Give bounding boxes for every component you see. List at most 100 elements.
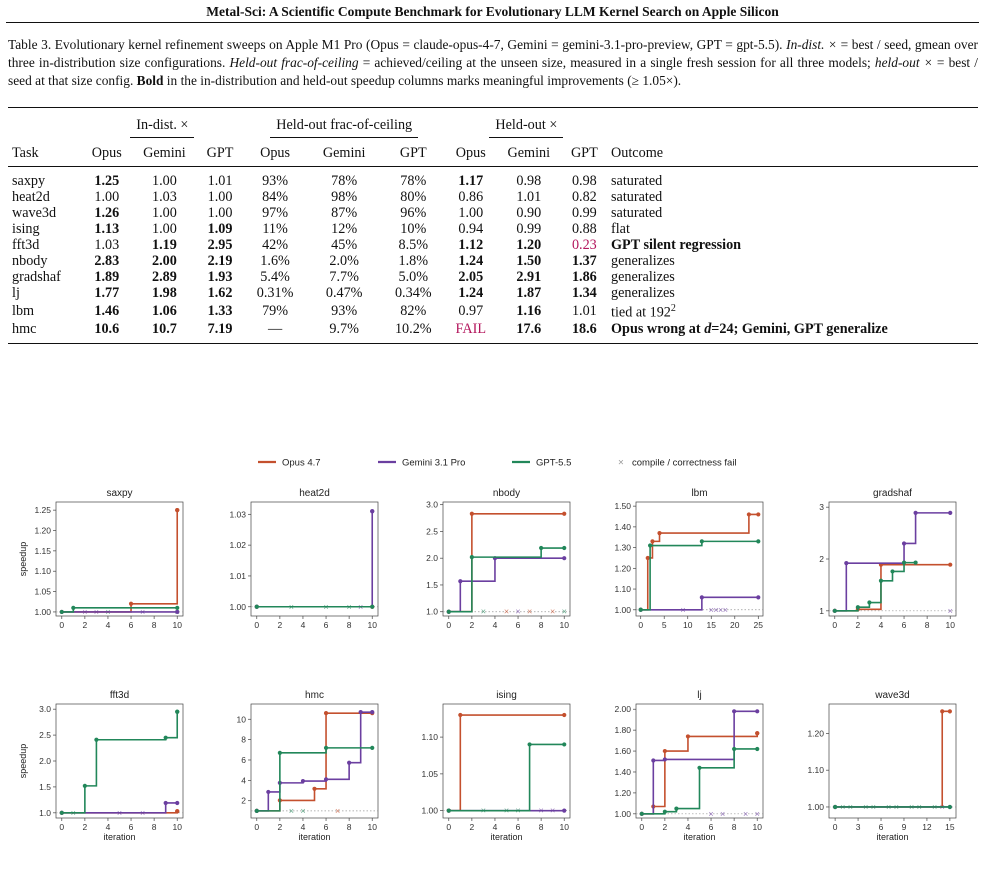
outcome-text: saturated [611,205,663,221]
series-point-gemini [844,561,849,566]
y-tick-label: 1.50 [614,501,631,511]
plot-frame [635,501,764,617]
x-tick-label: 6 [516,822,521,832]
table-group-header: In-dist. × Held-out frac-of-ceiling Held… [8,107,978,143]
x-tick-label: 5 [662,620,667,630]
series-point-gpt [662,809,667,814]
x-tick-label: 8 [347,620,352,630]
fail-marker-gemini: × [713,605,718,615]
table-row: fft3d 1.03 1.19 2.95 42% 45% 8.5% 1.12 1.20 0.23 G… [8,237,978,253]
series-point-gpt [638,607,643,612]
value-cell: 0.23 [571,237,597,253]
col-gpt: GPT [399,145,427,161]
plot-frame [55,501,184,617]
series-end-gpt [370,745,375,750]
series-point-gpt [94,737,99,742]
paper-title: Metal-Sci: A Scientific Compute Benchmar… [206,4,779,19]
series-line-opus [640,513,759,611]
task-cell: ising [12,221,40,237]
header-rule [6,22,979,23]
y-tick-label: 1.00 [34,607,51,617]
series-point-gpt [71,605,76,610]
y-tick-label: 1.20 [807,728,824,738]
x-tick-label: 0 [254,822,259,832]
fail-marker-gemini: × [720,809,725,819]
outcome-cell: saturated [607,205,978,221]
outcome-text: Opus wrong at [611,320,705,337]
value-cell: 1.46 [94,302,120,319]
value-cell: 1.62 [207,285,233,301]
group-frac-ceiling: Held-out frac-of-ceiling [243,108,446,143]
x-tick-label: 0 [59,620,64,630]
series-point-gemini [347,760,352,765]
x-tick-label: 2 [469,822,474,832]
chart-panel-nbody: nbody 0 2 4 6 8 10 1.0 1.5 2.0 2.5 3.0 × × × × × × [426,488,571,630]
y-tick-label: 1.05 [421,769,438,779]
series-end-opus [948,562,953,567]
value-cell: 1.26 [94,205,120,221]
series-point-gpt [254,604,259,609]
legend-label-fail: compile / correctness fail [632,458,737,469]
series-end-gpt [562,545,567,551]
series-point-gemini [732,709,737,714]
series-end-gemini [370,710,375,715]
series-end-opus [175,809,180,814]
col-gemini: Gemini [143,145,186,161]
fail-marker-gemini: × [743,809,748,819]
value-cell: 17.6 [516,320,542,337]
x-tick-label: 15 [945,822,955,832]
value-cell: 2.95 [207,237,233,253]
series-point-opus [312,786,317,791]
value-cell: 7.19 [207,320,233,337]
series-point-gpt [59,810,64,815]
series-point-gemini [913,510,918,515]
series-point-opus [657,530,662,536]
value-cell: 0.94 [458,221,484,237]
x-tick-label: 2 [82,620,87,630]
x-tick-label: 10 [559,620,569,630]
series-line-gpt [448,743,565,812]
series-point-gpt [277,750,282,755]
x-tick-label: 6 [129,822,134,832]
y-tick-label: 6 [241,755,246,765]
chart-title: lbm [691,488,707,499]
series-point-gemini [163,800,168,806]
value-cell: 0.98 [516,173,542,189]
y-tick-label: 10 [237,714,247,724]
series-end-gemini [370,509,375,514]
task-cell: fft3d [12,237,40,253]
series-point-gpt [867,600,872,605]
series-end-opus [175,508,180,513]
y-tick-label: 1.5 [39,782,51,792]
outcome-cell: generalizes [607,269,978,285]
series-point-gpt [446,808,451,813]
value-cell: 1.20 [516,237,542,253]
group-indist: In-dist. × [82,108,243,143]
y-tick-label: 1.5 [426,580,438,590]
value-cell: 2.19 [207,253,233,269]
value-cell: 98% [331,189,358,205]
x-tick-label: 6 [516,620,521,630]
series-end-gpt [756,539,761,544]
x-tick-label: 8 [539,620,544,630]
x-tick-label: 4 [106,822,111,832]
y-tick-label: 2 [819,554,824,564]
series-point-opus [128,601,134,606]
value-cell: 1.00 [152,205,177,221]
series-point-opus [746,512,751,517]
table-row: saxpy 1.25 1.00 1.01 93% 78% 78% 1.17 0.98 0.98 sa… [8,166,978,189]
series-end-gpt [947,804,952,810]
value-cell: 1.25 [94,173,120,189]
caption-s4: = best / seed at that size config. [8,55,979,88]
y-tick-label: 1.00 [807,802,824,812]
outcome-text: ; Gemini, GPT generalize [733,320,888,337]
group-heldout: Held-out × [446,108,607,143]
task-cell: nbody [12,253,48,269]
y-tick-label: 1.40 [614,767,631,777]
chart-title: nbody [493,488,520,499]
series-point-gpt [699,539,704,544]
x-tick-label: 4 [301,822,306,832]
value-cell: 79% [262,302,289,319]
